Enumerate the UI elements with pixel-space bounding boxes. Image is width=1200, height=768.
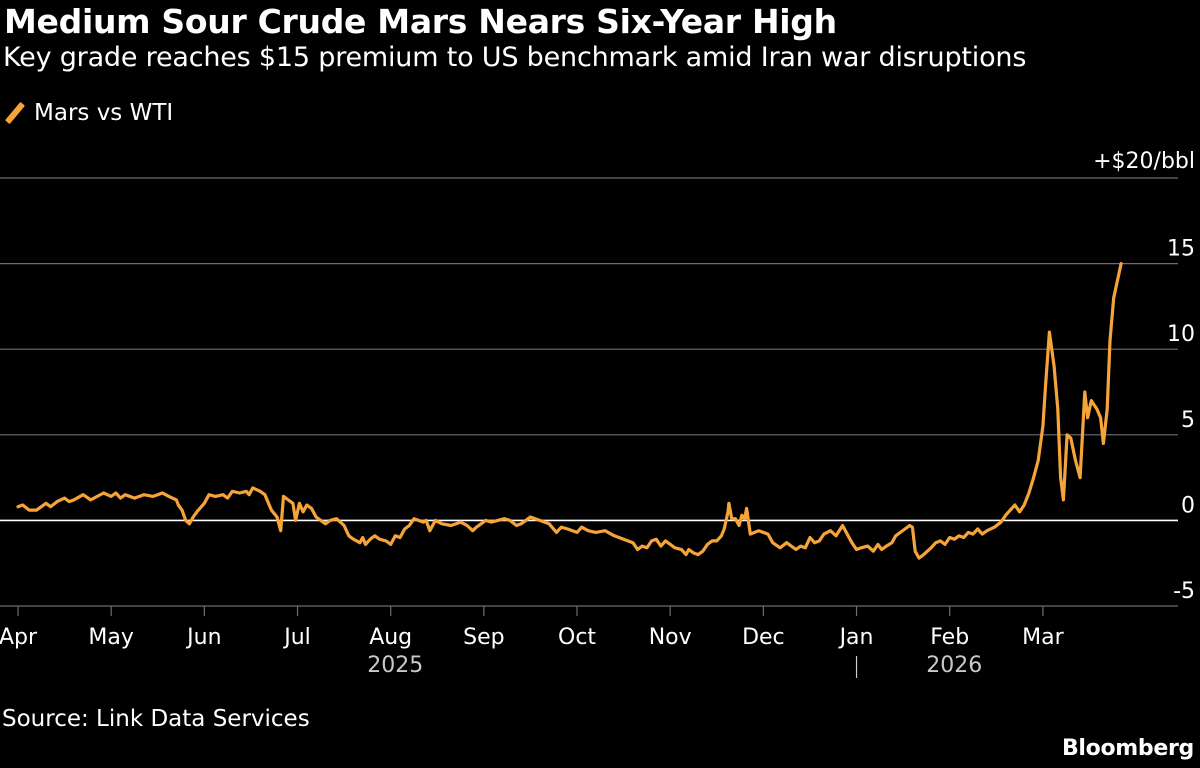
x-tick-label: Jul <box>282 625 311 650</box>
legend-label-mars: Mars vs WTI <box>34 100 174 126</box>
chart-title: Medium Sour Crude Mars Nears Six-Year Hi… <box>4 2 837 41</box>
bloomberg-logo: Bloomberg <box>1061 736 1194 761</box>
year-label: 2026 <box>926 653 982 678</box>
x-tick-label: Sep <box>463 625 504 650</box>
x-tick-label: Jan <box>838 625 874 650</box>
x-tick-label: Aug <box>369 625 412 650</box>
y-tick-label: 15 <box>1167 237 1195 262</box>
y-tick-label: +$20/bbl <box>1093 149 1195 174</box>
series-line-mars-vs-wti <box>16 262 1123 560</box>
grid-layer <box>0 177 1178 607</box>
chart-subtitle: Key grade reaches $15 premium to US benc… <box>3 42 1027 73</box>
x-tick-label: Feb <box>930 625 969 650</box>
x-tick-label: Dec <box>742 625 785 650</box>
y-tick-label: 0 <box>1181 493 1195 518</box>
y-tick-label: 5 <box>1181 408 1195 433</box>
y-tick-label: -5 <box>1173 579 1195 604</box>
legend: Mars vs WTI <box>4 100 173 126</box>
series-layer <box>16 262 1123 560</box>
line-chart: +$20/bbl 15 10 5 0 -5 Apr May Jun Jul Aug Sep Oct Nov… <box>0 149 1195 678</box>
legend-swatch-mars <box>4 101 26 125</box>
x-tick-label: Oct <box>558 625 596 650</box>
source-note: Source: Link Data Services <box>2 706 310 732</box>
x-tick-label: Apr <box>0 625 38 650</box>
x-tick-label: Mar <box>1022 625 1064 650</box>
y-tick-label: 10 <box>1167 322 1195 347</box>
x-tick-label: Jun <box>185 625 221 650</box>
year-label: 2025 <box>367 653 423 678</box>
axis-layer: +$20/bbl 15 10 5 0 -5 Apr May Jun Jul Aug Sep Oct Nov… <box>0 149 1195 678</box>
x-tick-label: May <box>88 625 133 650</box>
x-tick-label: Nov <box>649 625 692 650</box>
